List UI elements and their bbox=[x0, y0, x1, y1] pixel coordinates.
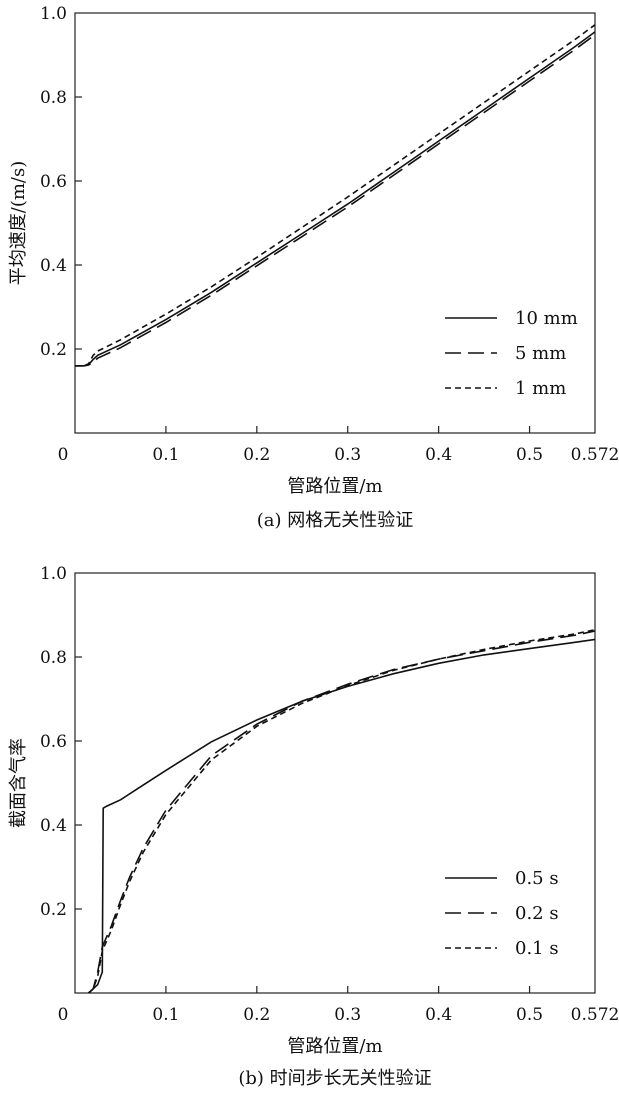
chart-a: 0 0.1 0.2 0.3 0.4 0.5 0.572 0.2 0.4 0.6 0.8 1.0 10 … bbox=[8, 4, 619, 531]
chart-b-caption: (b) 时间步长无关性验证 bbox=[238, 1068, 431, 1089]
x-tick-label: 0.5 bbox=[516, 445, 543, 465]
x-tick-label: 0.4 bbox=[425, 445, 452, 465]
y-tick-label: 0.8 bbox=[40, 648, 67, 668]
chart-a-caption: (a) 网格无关性验证 bbox=[257, 510, 414, 531]
chart-a-frame bbox=[74, 12, 596, 434]
y-tick-label: 0.6 bbox=[40, 172, 67, 192]
x-tick-label: 0.1 bbox=[152, 1005, 179, 1025]
x-tick-label: 0 bbox=[58, 445, 69, 465]
x-tick-label: 0.3 bbox=[334, 445, 361, 465]
x-tick-label: 0.572 bbox=[571, 1005, 619, 1025]
x-tick-label: 0.572 bbox=[571, 445, 619, 465]
series-line-0.5s bbox=[88, 638, 596, 994]
y-tick-label: 0.4 bbox=[40, 816, 67, 836]
chart-b-ylabel: 截面含气率 bbox=[8, 738, 29, 828]
legend-label: 0.1 s bbox=[515, 938, 559, 959]
x-tick-label: 0.2 bbox=[243, 445, 270, 465]
chart-a-ticks: 0 0.1 0.2 0.3 0.4 0.5 0.572 0.2 0.4 0.6 0.8 1.0 bbox=[40, 4, 619, 465]
x-tick-label: 0 bbox=[58, 1005, 69, 1025]
chart-a-ylabel: 平均速度/(m/s) bbox=[8, 161, 29, 285]
y-tick-label: 0.2 bbox=[40, 900, 67, 920]
chart-b-xlabel: 管路位置/m bbox=[287, 1036, 382, 1057]
y-tick-label: 0.2 bbox=[40, 340, 67, 360]
chart-a-lines bbox=[75, 24, 596, 367]
chart-b: 0 0.1 0.2 0.3 0.4 0.5 0.572 0.2 0.4 0.6 0.8 1.0 0.5… bbox=[8, 564, 619, 1089]
y-tick-label: 1.0 bbox=[40, 564, 67, 584]
x-tick-label: 0.3 bbox=[334, 1005, 361, 1025]
legend-label: 1 mm bbox=[515, 378, 566, 399]
x-tick-label: 0.2 bbox=[243, 1005, 270, 1025]
series-line-0.2s bbox=[88, 630, 596, 994]
series-line-10mm bbox=[75, 31, 596, 367]
legend-label: 0.5 s bbox=[515, 868, 559, 889]
series-line-5mm bbox=[75, 34, 596, 367]
chart-b-frame bbox=[74, 572, 596, 994]
x-tick-label: 0.5 bbox=[516, 1005, 543, 1025]
y-tick-label: 1.0 bbox=[40, 4, 67, 24]
y-tick-label: 0.6 bbox=[40, 732, 67, 752]
chart-b-legend: 0.5 s 0.2 s 0.1 s bbox=[445, 868, 559, 959]
chart-b-lines bbox=[88, 628, 596, 994]
chart-b-ticks: 0 0.1 0.2 0.3 0.4 0.5 0.572 0.2 0.4 0.6 0.8 1.0 bbox=[40, 564, 619, 1025]
legend-label: 5 mm bbox=[515, 343, 566, 364]
x-tick-label: 0.1 bbox=[152, 445, 179, 465]
chart-a-xlabel: 管路位置/m bbox=[287, 476, 382, 497]
chart-a-legend: 10 mm 5 mm 1 mm bbox=[445, 308, 578, 399]
x-tick-label: 0.4 bbox=[425, 1005, 452, 1025]
y-tick-label: 0.8 bbox=[40, 88, 67, 108]
series-line-1mm bbox=[75, 24, 596, 367]
legend-label: 10 mm bbox=[515, 308, 578, 329]
legend-label: 0.2 s bbox=[515, 903, 559, 924]
y-tick-label: 0.4 bbox=[40, 256, 67, 276]
